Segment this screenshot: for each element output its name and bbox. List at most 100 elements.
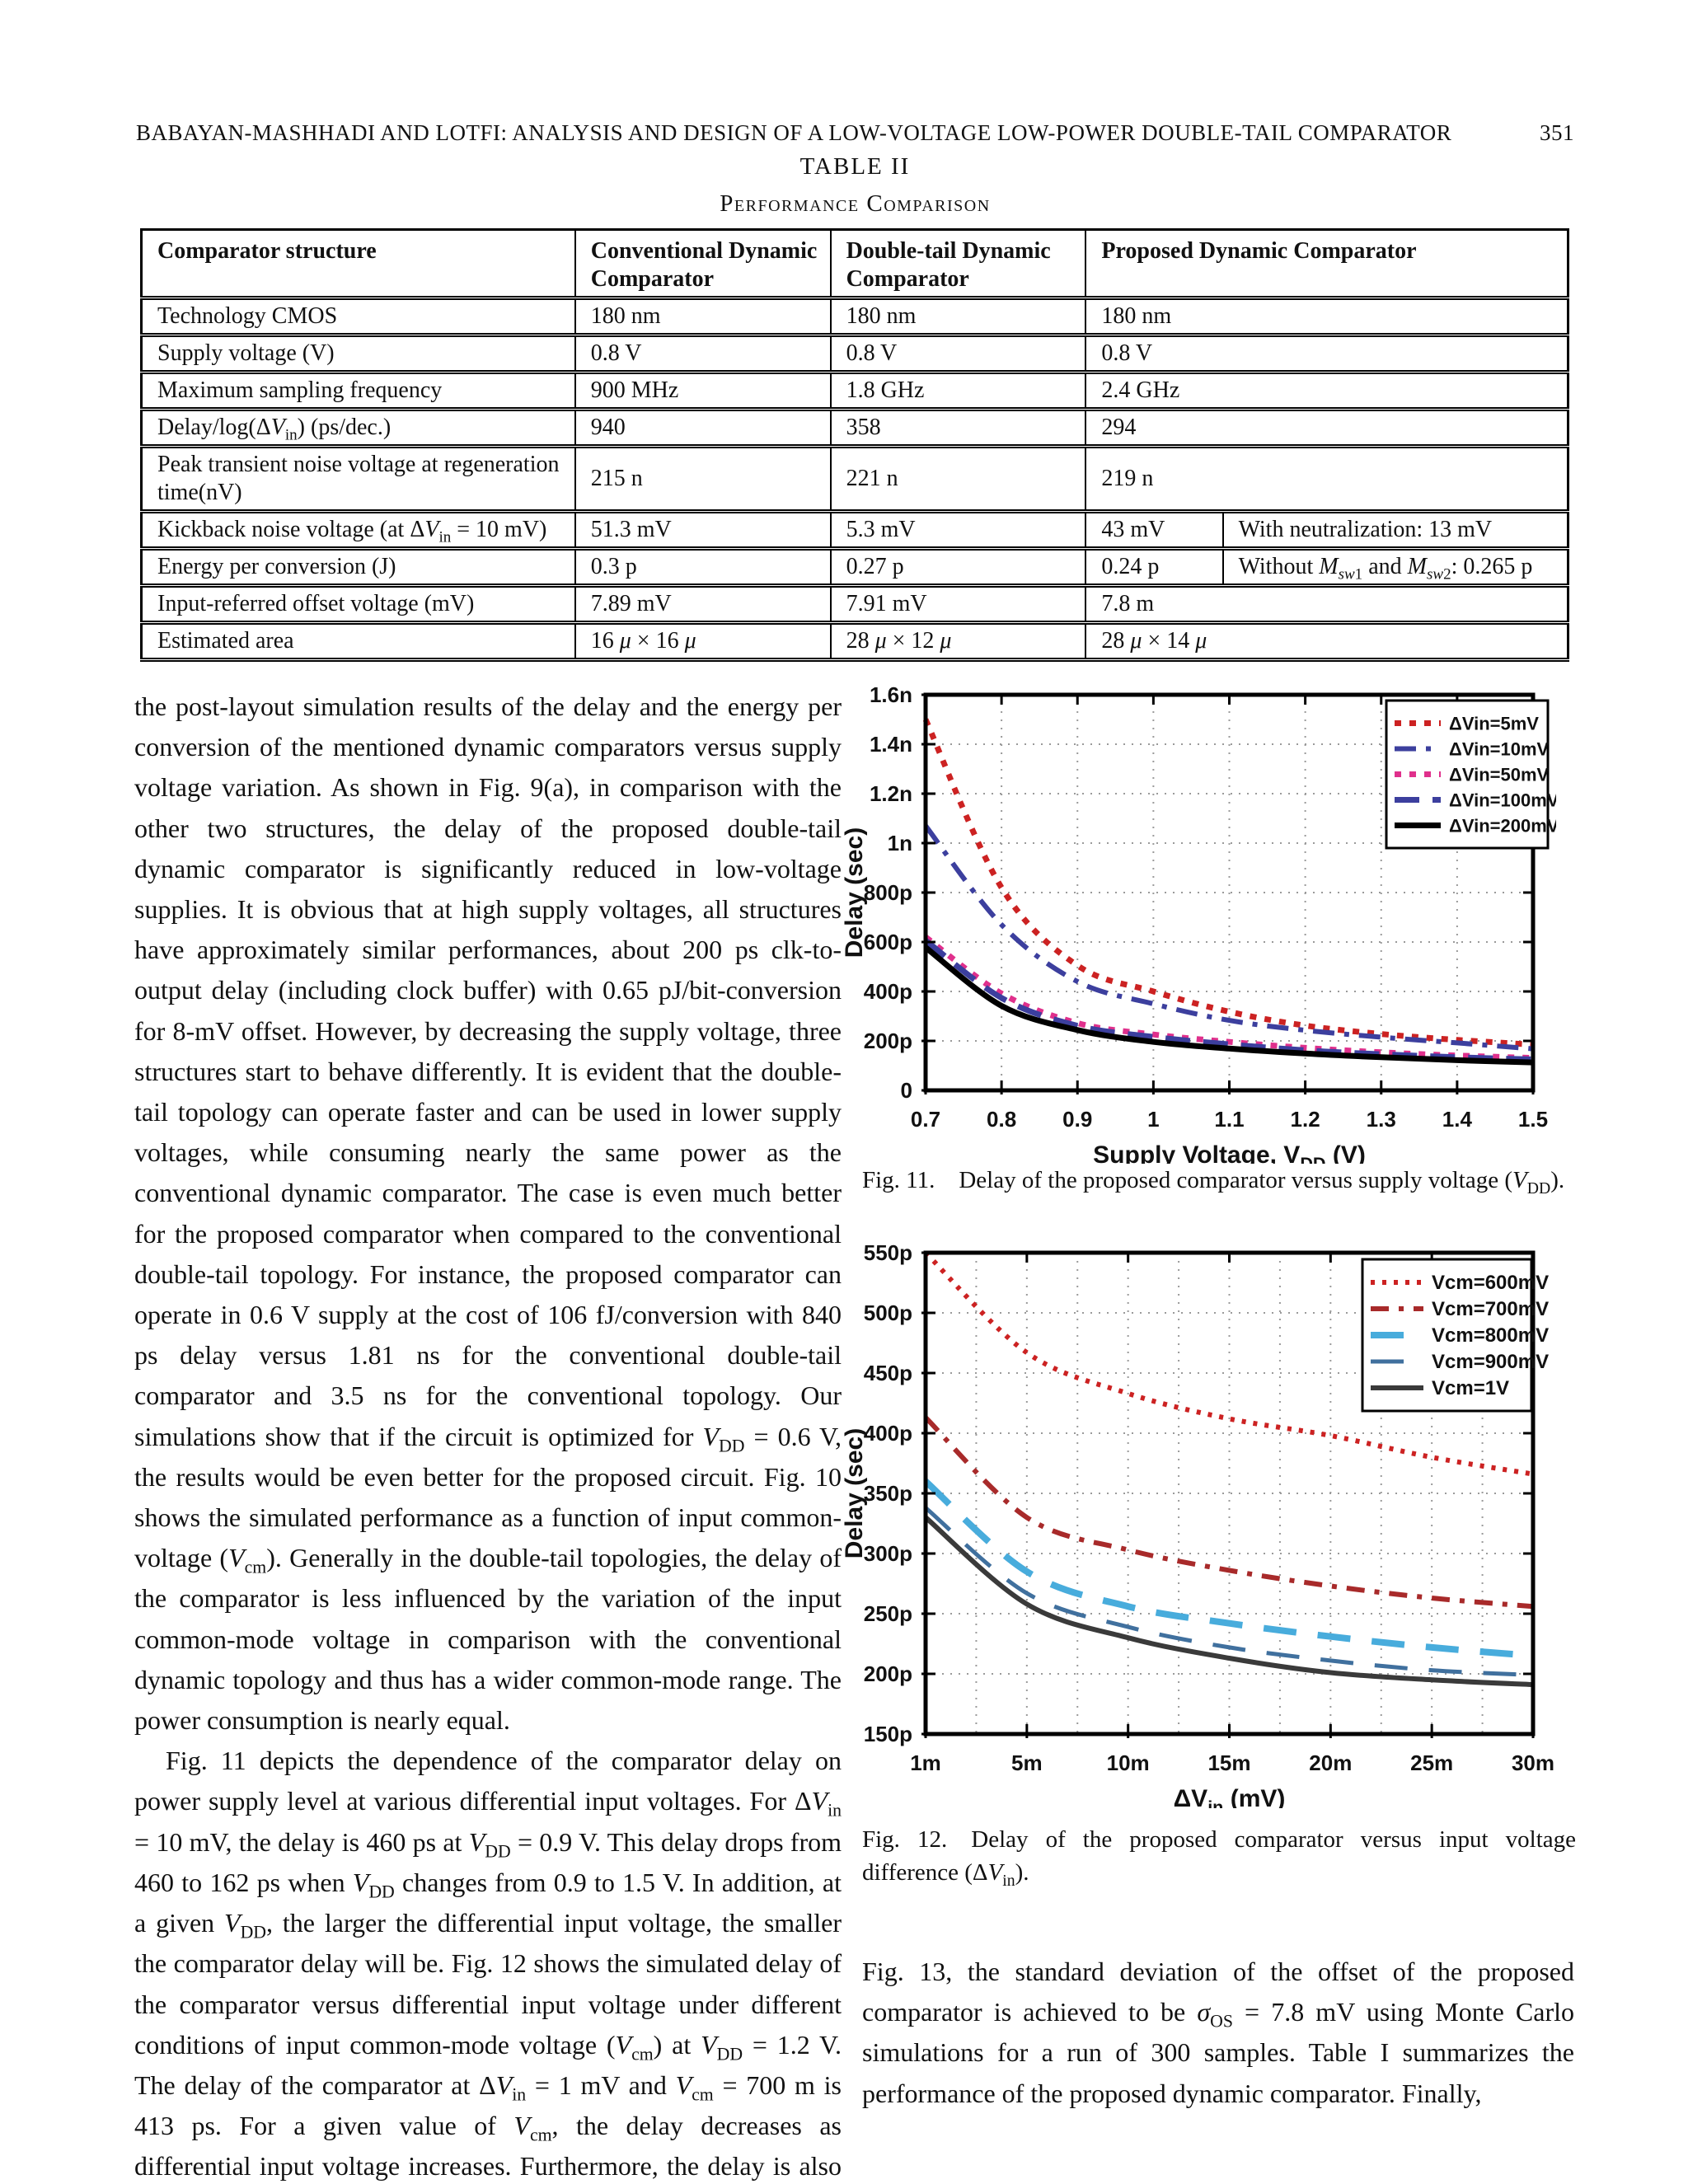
- table-label: TABLE II: [799, 153, 911, 180]
- y-tick-label: 1.6n: [870, 682, 912, 707]
- running-title: BABAYAN-MASHHADI AND LOTFI: ANALYSIS AND…: [136, 120, 1452, 145]
- table-cell: 0.3 p: [574, 548, 832, 586]
- right-column: Fig. 13, the standard deviation of the o…: [862, 1952, 1574, 2114]
- performance-table: Comparator structure Conventional Dynami…: [140, 228, 1569, 662]
- table-row: Kickback noise voltage (at ΔVin = 10 mV)…: [140, 511, 1569, 549]
- left-column: the post-layout simulation results of th…: [134, 687, 842, 2184]
- table-cell: 180 nm: [829, 298, 1087, 335]
- table-cell: 0.8 V: [1085, 335, 1569, 373]
- table-cell: Kickback noise voltage (at ΔVin = 10 mV): [140, 511, 576, 549]
- table-cell: Supply voltage (V): [140, 335, 576, 373]
- table-cell: 180 nm: [574, 298, 832, 335]
- table-cell: 28 μ × 12 μ: [829, 622, 1087, 660]
- y-tick-label: 1.2n: [870, 781, 912, 806]
- fig11-caption: Fig. 11. Delay of the proposed comparato…: [862, 1167, 1565, 1197]
- y-tick-label: 300p: [864, 1541, 912, 1566]
- series-line: [923, 824, 1534, 1052]
- table-row: Peak transient noise voltage at regenera…: [140, 446, 1569, 512]
- x-axis-label: Supply Voltage, VDD (V): [1093, 1141, 1366, 1164]
- table-cell: Without Msw1 and Msw2: 0.265 p: [1221, 548, 1569, 586]
- table-cell: Maximum sampling frequency: [140, 372, 576, 410]
- y-axis-label: Delay (sec): [841, 827, 868, 958]
- legend-label: Vcm=600mV: [1432, 1272, 1549, 1294]
- body-paragraph: the post-layout simulation results of th…: [134, 691, 842, 1736]
- table-cell: 43 mV: [1085, 511, 1224, 549]
- series-line: [923, 1479, 1534, 1660]
- table-row: Energy per conversion (J) 0.3 p 0.27 p 0.24…: [140, 548, 1569, 586]
- y-tick-label: 1.4n: [870, 732, 912, 757]
- x-tick-label: 0.9: [1062, 1107, 1092, 1132]
- table-row: Delay/log(ΔVin) (ps/dec.) 940 358 294: [140, 409, 1569, 447]
- table-cell: 7.8 m: [1085, 585, 1569, 623]
- legend-label: Vcm=800mV: [1432, 1324, 1549, 1347]
- table-row: Input-referred offset voltage (mV) 7.89 m…: [140, 585, 1569, 623]
- x-tick-label: 1m: [910, 1750, 941, 1775]
- table-cell: 7.91 mV: [829, 585, 1087, 623]
- table-cell: Estimated area: [140, 622, 576, 660]
- x-tick-label: 1.5: [1518, 1107, 1548, 1132]
- y-tick-label: 450p: [864, 1361, 912, 1385]
- page-number: 351: [1540, 120, 1574, 145]
- table-cell: 5.3 mV: [829, 511, 1087, 549]
- x-tick-label: 1.1: [1214, 1107, 1244, 1132]
- y-tick-label: 800p: [864, 880, 912, 905]
- table-row: Maximum sampling frequency 900 MHz 1.8 GHz…: [140, 372, 1569, 410]
- series-line: [923, 935, 1534, 1062]
- page-header: BABAYAN-MASHHADI AND LOTFI: ANALYSIS AND…: [136, 120, 1574, 146]
- grid: [926, 1253, 1534, 1734]
- legend-label: Vcm=900mV: [1432, 1351, 1549, 1373]
- table-cell: 51.3 mV: [574, 511, 832, 549]
- axis-ticks: [921, 693, 1535, 1094]
- legend-label: ΔVin=200mV: [1449, 816, 1556, 837]
- series-line: [923, 944, 1534, 1066]
- table-title: Performance Comparison: [720, 190, 991, 217]
- series-line: [924, 1506, 1534, 1677]
- y-tick-label: 0: [901, 1078, 912, 1103]
- y-tick-label: 1n: [888, 831, 912, 855]
- table-row: Supply voltage (V) 0.8 V 0.8 V 0.8 V: [140, 335, 1569, 373]
- legend: ΔVin=5mV ΔVin=10mV ΔVin=50mV ΔVin=100mV ΔVin…: [1385, 699, 1556, 850]
- legend: Vcm=600mV Vcm=700mV Vcm=800mV Vcm=900mV Vcm=…: [1361, 1258, 1549, 1413]
- table-cell: 2.4 GHz: [1085, 372, 1569, 410]
- legend-label: ΔVin=100mV: [1449, 790, 1556, 811]
- table-header-row: Comparator structure Conventional Dynami…: [140, 229, 1569, 298]
- table-cell: 28 μ × 14 μ: [1085, 622, 1569, 660]
- table-row: Technology CMOS 180 nm 180 nm 180 nm: [140, 298, 1569, 335]
- table-cell: 16 μ × 16 μ: [574, 622, 832, 660]
- legend-label: Vcm=1V: [1432, 1377, 1509, 1399]
- table-cell: With neutralization: 13 mV: [1221, 511, 1569, 549]
- table-cell: Technology CMOS: [140, 298, 576, 335]
- y-tick-label: 400p: [864, 1421, 912, 1446]
- table-cell: Delay/log(ΔVin) (ps/dec.): [140, 409, 576, 447]
- x-tick-label: 1.4: [1442, 1107, 1473, 1132]
- fig12-caption: Fig. 12. Delay of the proposed comparato…: [862, 1826, 1576, 1890]
- x-tick-label: 0.7: [911, 1107, 940, 1132]
- table-cell: 180 nm: [1085, 298, 1569, 335]
- legend-label: ΔVin=10mV: [1449, 739, 1550, 760]
- table-cell: Peak transient noise voltage at regenera…: [140, 446, 576, 512]
- legend-label: ΔVin=50mV: [1449, 765, 1550, 785]
- series-line: [924, 1515, 1534, 1688]
- x-tick-label: 10m: [1107, 1750, 1150, 1775]
- x-tick-label: 1: [1147, 1107, 1159, 1132]
- fig12-delay-vs-input-difference-chart: 1m 5m 10m 15m 20m 25m 30m 150p 200p 250p 300p 350p 4…: [841, 1240, 1554, 1808]
- x-tick-label: 25m: [1410, 1750, 1453, 1775]
- y-tick-label: 600p: [864, 930, 912, 954]
- x-tick-label: 20m: [1309, 1750, 1352, 1775]
- x-tick-label: 1.3: [1367, 1107, 1396, 1132]
- legend-label: Vcm=700mV: [1432, 1298, 1549, 1320]
- table-cell: 1.8 GHz: [829, 372, 1087, 410]
- table-cell: 221 n: [829, 446, 1087, 512]
- column-header-double-tail: Double-tail Dynamic Comparator: [829, 229, 1087, 298]
- table-body: Technology CMOS 180 nm 180 nm 180 nm Supply …: [140, 298, 1569, 660]
- table-cell: 7.89 mV: [574, 585, 832, 623]
- table-cell: 215 n: [574, 446, 832, 512]
- table-cell: 0.8 V: [829, 335, 1087, 373]
- body-paragraph: Fig. 11 depicts the dependence of the co…: [134, 1746, 842, 2182]
- y-tick-label: 200p: [864, 1661, 912, 1686]
- y-axis-label: Delay (sec): [841, 1428, 868, 1558]
- series-line: [923, 1415, 1534, 1610]
- table-cell: Input-referred offset voltage (mV): [140, 585, 576, 623]
- y-tick-label: 150p: [864, 1722, 912, 1746]
- table-cell: 0.27 p: [829, 548, 1087, 586]
